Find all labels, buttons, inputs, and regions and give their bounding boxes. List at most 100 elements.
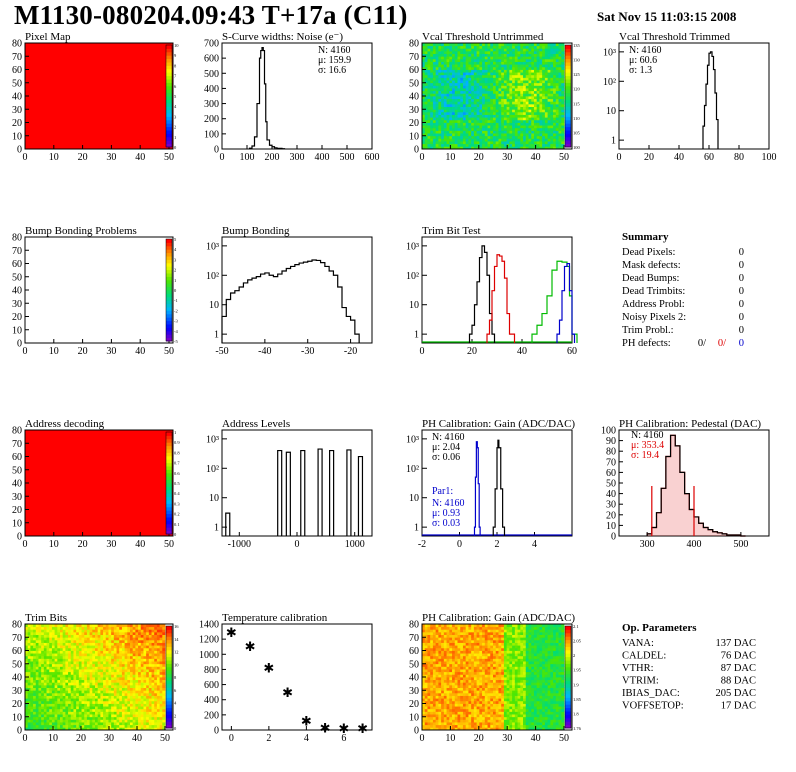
trim-bits-cell <box>49 722 53 726</box>
vcal-untrimmed-cell <box>503 66 508 70</box>
vcal-untrimmed-cell <box>476 114 480 118</box>
vcal-untrimmed-cell <box>427 114 431 118</box>
vcal-untrimmed-cell <box>506 117 510 121</box>
vcal-untrimmed-cell <box>539 72 543 76</box>
vcal-untrimmed-cell <box>536 53 540 57</box>
vcal-untrimmed-cell <box>544 64 549 68</box>
vcal-untrimmed-cell <box>465 80 469 84</box>
vcal-untrimmed-cell <box>465 109 469 113</box>
vcal-untrimmed-cell <box>498 64 502 68</box>
vcal-untrimmed-cell <box>465 58 469 62</box>
vcal-untrimmed-cell <box>501 106 505 110</box>
vcal-untrimmed-cell <box>438 61 442 65</box>
trim-bits-cell <box>62 647 66 651</box>
vcal-untrimmed-cell <box>473 90 478 94</box>
vcal-untrimmed-cell <box>501 111 505 115</box>
trim-bits-cell <box>81 647 85 651</box>
vcal-untrimmed-cell <box>539 133 543 137</box>
trim-bits-cell <box>151 722 155 726</box>
trim-bits-cell <box>60 687 64 691</box>
trim-bits-cell <box>132 716 136 720</box>
trim-bits-cell <box>100 679 104 683</box>
trim-bits-cell <box>78 714 82 718</box>
trim-bits-cell <box>156 714 161 718</box>
trim-bits-cell <box>25 727 29 731</box>
trim-bits-cell <box>70 692 74 696</box>
vcal-untrimmed-cell <box>482 135 486 139</box>
trim-bits-cell <box>103 661 107 665</box>
trim-bits-cell <box>57 666 61 670</box>
trim-bits-cell <box>121 724 126 728</box>
vcal-untrimmed-cell <box>547 64 551 68</box>
address-decoding-z-tick-label: 0.1 <box>174 522 180 527</box>
trim-bits-cell <box>127 698 131 702</box>
trim-bits-cell <box>105 653 109 657</box>
trim-bits-cell <box>41 674 45 678</box>
trim-bits-cell <box>51 653 56 657</box>
trim-bits-cell <box>113 719 117 723</box>
trim-bits-cell <box>78 698 82 702</box>
vcal-untrimmed-cell <box>457 80 461 84</box>
trim-bits-cell <box>92 684 96 688</box>
trim-bits-cell <box>140 690 144 694</box>
trim-bits-cell <box>49 650 53 654</box>
trim-bits-cell <box>49 647 53 651</box>
vcal-untrimmed-cell <box>462 109 467 113</box>
vcal-untrimmed-cell <box>430 88 434 92</box>
vcal-untrimmed-cell <box>424 53 428 57</box>
trim-bits-cell <box>30 682 34 686</box>
vcal-untrimmed-cell <box>479 77 483 81</box>
trim-bits-cell <box>146 637 150 641</box>
trim-bits-cell <box>119 703 123 707</box>
vcal-untrimmed-cell <box>457 117 461 121</box>
trim-bits-cell <box>51 714 56 718</box>
trim-bits-cell <box>41 711 45 715</box>
vcal-untrimmed-cell <box>490 58 494 62</box>
vcal-untrimmed-cell <box>490 61 494 65</box>
trim-bits-cell <box>124 706 128 710</box>
trim-bits-cell <box>143 647 147 651</box>
trim-bits-cell <box>151 637 155 641</box>
vcal-untrimmed-cell <box>506 88 510 92</box>
vcal-untrimmed-cell <box>506 90 510 94</box>
trim-bits-cell <box>132 698 136 702</box>
vcal-untrimmed-cell <box>479 111 483 115</box>
ph-gain-map-cell <box>435 727 439 731</box>
trim-bits-cell <box>143 692 147 696</box>
trim-bits-cell <box>140 684 144 688</box>
colorbar-segment <box>565 96 571 100</box>
trim-bits-cell <box>54 626 58 630</box>
trim-bits-cell <box>116 658 120 662</box>
vcal-untrimmed-cell <box>432 43 437 47</box>
trim-bits-cell <box>162 661 166 665</box>
vcal-untrimmed-cell <box>539 74 543 78</box>
trim-bits-cell <box>49 695 53 699</box>
trim-bits-cell <box>119 716 123 720</box>
vcal-untrimmed-cell <box>528 80 532 84</box>
trim-bits-cell <box>105 658 109 662</box>
trim-bits-cell <box>135 714 139 718</box>
trim-bits-cell <box>148 650 152 654</box>
trim-bits-cell <box>113 634 117 638</box>
vcal-untrimmed-cell <box>517 45 521 49</box>
vcal-untrimmed-cell <box>449 66 453 70</box>
vcal-untrimmed-cell <box>523 61 527 65</box>
trim-bits-cell <box>25 663 29 667</box>
vcal-untrimmed-cell <box>558 80 562 84</box>
trim-bits-cell <box>151 639 155 643</box>
vcal-untrimmed-cell <box>514 53 518 57</box>
vcal-untrimmed-cell <box>506 98 510 102</box>
vcal-untrimmed-cell <box>446 80 450 84</box>
vcal-untrimmed-cell <box>457 111 461 115</box>
trim-bits-cell <box>100 692 104 696</box>
trim-bits-cell <box>130 700 134 704</box>
vcal-untrimmed-cell <box>512 103 516 107</box>
vcal-untrimmed-cell <box>449 56 453 60</box>
trim-bits-cell <box>89 714 93 718</box>
vcal-untrimmed-cell <box>424 135 428 139</box>
bump-problems-z-tick-label: -4 <box>174 329 178 334</box>
trim-bits-cell <box>95 677 99 681</box>
summary-ph-value: 0/ <box>698 338 706 349</box>
vcal-untrimmed-cell <box>547 98 551 102</box>
trim-bits-cell <box>25 645 29 649</box>
